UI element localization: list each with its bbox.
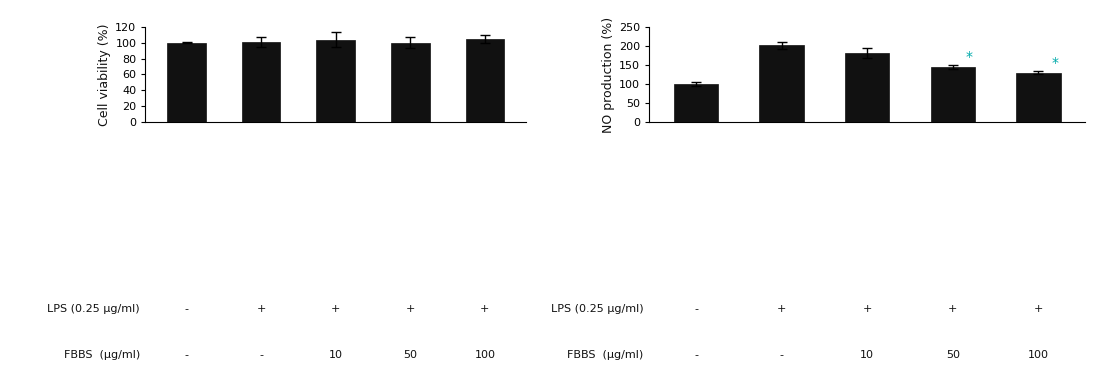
Text: +: + (948, 304, 958, 314)
Text: +: + (256, 304, 266, 314)
Text: 50: 50 (946, 350, 960, 360)
Text: 100: 100 (1028, 350, 1049, 360)
Text: FBBS  (μg/ml): FBBS (μg/ml) (64, 350, 140, 360)
Bar (1016, 73, 1061, 122)
Text: LPS (0.25 μg/ml): LPS (0.25 μg/ml) (47, 304, 140, 314)
Bar (167, 43, 206, 122)
Bar (931, 67, 975, 122)
Text: -: - (694, 304, 698, 314)
Y-axis label: Cell viability (%): Cell viability (%) (98, 23, 111, 126)
Bar (242, 42, 281, 122)
Text: -: - (694, 350, 698, 360)
Text: +: + (331, 304, 340, 314)
Bar (391, 43, 430, 122)
Text: -: - (260, 350, 263, 360)
Bar (317, 40, 355, 122)
Bar (845, 53, 890, 122)
Text: LPS (0.25 μg/ml): LPS (0.25 μg/ml) (551, 304, 643, 314)
Text: 10: 10 (861, 350, 874, 360)
Bar (674, 84, 718, 122)
Text: +: + (480, 304, 490, 314)
Bar (466, 39, 505, 122)
Y-axis label: NO production (%): NO production (%) (602, 16, 614, 133)
Text: 50: 50 (403, 350, 417, 360)
Text: +: + (863, 304, 872, 314)
Text: +: + (777, 304, 787, 314)
Text: -: - (185, 304, 188, 314)
Text: +: + (405, 304, 415, 314)
Bar (760, 45, 803, 122)
Text: -: - (185, 350, 188, 360)
Text: 10: 10 (329, 350, 342, 360)
Text: +: + (1034, 304, 1043, 314)
Text: FBBS  (μg/ml): FBBS (μg/ml) (567, 350, 643, 360)
Text: -: - (780, 350, 783, 360)
Text: 100: 100 (474, 350, 496, 360)
Text: *: * (1051, 56, 1059, 70)
Text: *: * (966, 50, 972, 63)
